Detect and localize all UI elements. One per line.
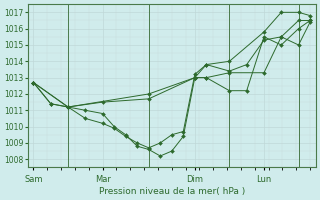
X-axis label: Pression niveau de la mer( hPa ): Pression niveau de la mer( hPa ) xyxy=(99,187,245,196)
